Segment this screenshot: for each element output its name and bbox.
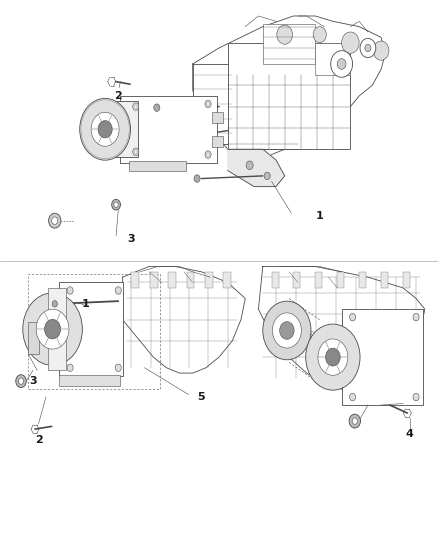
Circle shape bbox=[350, 313, 356, 321]
Circle shape bbox=[352, 418, 357, 424]
Circle shape bbox=[154, 104, 160, 111]
Bar bbox=[223, 272, 231, 288]
Bar bbox=[205, 272, 213, 288]
Circle shape bbox=[112, 199, 120, 210]
Circle shape bbox=[133, 103, 139, 110]
Bar bbox=[293, 272, 300, 288]
Circle shape bbox=[349, 414, 360, 428]
Circle shape bbox=[134, 105, 137, 108]
Bar bbox=[212, 136, 223, 147]
Circle shape bbox=[360, 38, 376, 58]
Circle shape bbox=[36, 309, 69, 349]
Circle shape bbox=[272, 313, 301, 348]
Circle shape bbox=[49, 213, 61, 228]
Circle shape bbox=[98, 120, 112, 138]
Bar bbox=[359, 272, 366, 288]
Bar bbox=[150, 272, 158, 288]
Circle shape bbox=[318, 339, 348, 375]
Circle shape bbox=[80, 98, 131, 160]
Bar bbox=[212, 112, 223, 123]
Circle shape bbox=[194, 175, 200, 182]
Circle shape bbox=[134, 150, 137, 154]
Bar bbox=[381, 272, 388, 288]
Bar bbox=[193, 64, 232, 144]
Bar bbox=[112, 101, 138, 157]
Bar bbox=[48, 288, 66, 370]
Circle shape bbox=[246, 161, 253, 169]
Circle shape bbox=[16, 375, 26, 387]
Polygon shape bbox=[123, 266, 245, 373]
Circle shape bbox=[306, 324, 360, 390]
Bar bbox=[131, 272, 139, 288]
Circle shape bbox=[205, 151, 211, 158]
Text: 3: 3 bbox=[127, 234, 135, 244]
Text: 1: 1 bbox=[81, 299, 89, 309]
Circle shape bbox=[205, 100, 211, 108]
Text: 3: 3 bbox=[30, 376, 37, 386]
Circle shape bbox=[207, 153, 209, 156]
Circle shape bbox=[350, 393, 356, 401]
Polygon shape bbox=[228, 149, 285, 187]
Circle shape bbox=[115, 364, 121, 372]
Circle shape bbox=[91, 112, 119, 146]
Bar bbox=[272, 272, 279, 288]
Bar bbox=[315, 272, 322, 288]
Bar bbox=[263, 24, 315, 64]
Circle shape bbox=[313, 27, 326, 43]
Circle shape bbox=[67, 364, 73, 372]
Bar bbox=[228, 43, 350, 149]
Circle shape bbox=[45, 319, 60, 339]
Bar bbox=[315, 43, 350, 75]
Circle shape bbox=[52, 301, 57, 307]
Bar bbox=[59, 375, 120, 386]
Text: 5: 5 bbox=[198, 392, 205, 402]
Circle shape bbox=[277, 25, 293, 44]
Circle shape bbox=[279, 322, 294, 340]
Circle shape bbox=[115, 287, 121, 294]
Bar bbox=[28, 274, 160, 389]
Circle shape bbox=[133, 148, 139, 156]
Circle shape bbox=[325, 348, 340, 366]
Text: 2: 2 bbox=[35, 435, 42, 445]
Bar bbox=[28, 322, 39, 354]
Bar bbox=[120, 96, 217, 163]
Bar bbox=[168, 272, 176, 288]
Circle shape bbox=[373, 41, 389, 60]
Circle shape bbox=[413, 393, 419, 401]
Circle shape bbox=[365, 44, 371, 52]
Circle shape bbox=[23, 293, 82, 366]
Circle shape bbox=[114, 202, 118, 207]
Bar bbox=[129, 161, 186, 171]
Circle shape bbox=[207, 102, 209, 106]
Circle shape bbox=[263, 301, 311, 360]
Polygon shape bbox=[193, 16, 385, 160]
Circle shape bbox=[337, 59, 346, 69]
Circle shape bbox=[67, 287, 73, 294]
Circle shape bbox=[331, 51, 353, 77]
Circle shape bbox=[52, 217, 58, 224]
Bar bbox=[337, 272, 344, 288]
Bar bbox=[59, 282, 123, 376]
Bar bbox=[187, 272, 194, 288]
Text: 1: 1 bbox=[316, 211, 324, 221]
Polygon shape bbox=[258, 266, 425, 389]
Circle shape bbox=[264, 172, 270, 180]
Circle shape bbox=[413, 313, 419, 321]
Bar bbox=[342, 309, 423, 405]
Circle shape bbox=[342, 32, 359, 53]
Text: 2: 2 bbox=[114, 91, 122, 101]
Text: 4: 4 bbox=[406, 430, 413, 439]
Circle shape bbox=[18, 378, 24, 384]
Bar bbox=[403, 272, 410, 288]
